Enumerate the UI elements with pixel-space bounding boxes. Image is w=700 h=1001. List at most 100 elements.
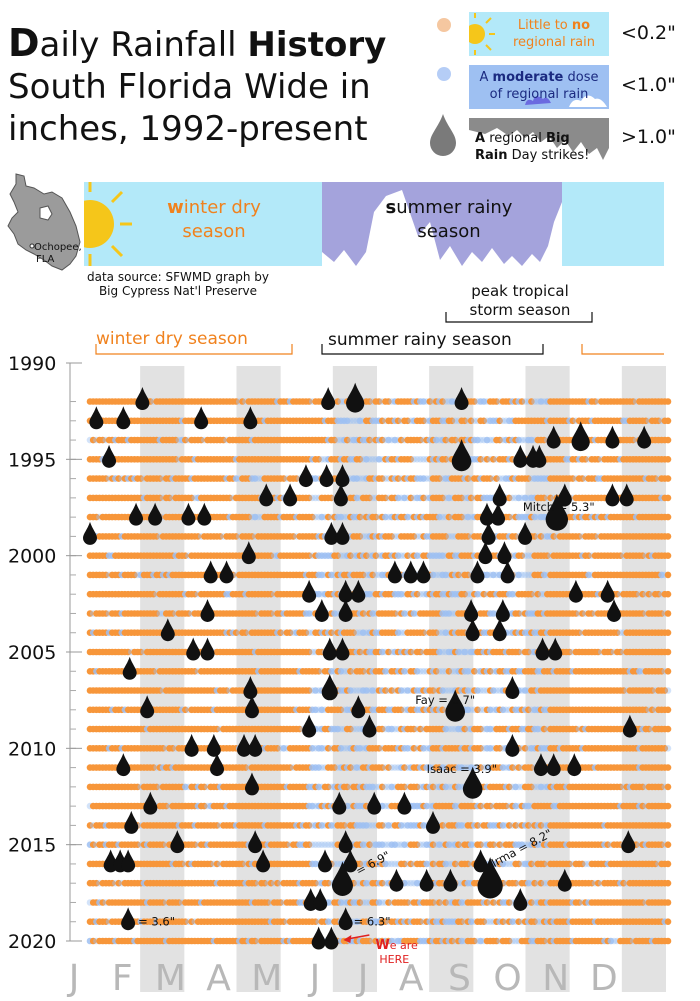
daily-rain-dot xyxy=(664,783,672,791)
daily-rain-dot xyxy=(309,745,316,752)
daily-rain-dot xyxy=(102,610,110,617)
daily-rain-dot xyxy=(274,745,281,752)
daily-rain-dot xyxy=(337,745,345,752)
daily-rain-dot xyxy=(134,783,141,791)
daily-rain-dot xyxy=(397,629,405,636)
daily-rain-dot xyxy=(525,802,532,810)
daily-rain-dot xyxy=(350,629,357,636)
legend-swatch-little: Little to no regional rain xyxy=(469,12,609,56)
daily-rain-dot xyxy=(474,822,481,829)
daily-rain-dot xyxy=(315,668,323,675)
daily-rain-dot xyxy=(328,822,335,829)
daily-rain-dot xyxy=(486,706,494,714)
daily-rain-dot xyxy=(156,610,164,617)
daily-rain-dot xyxy=(315,456,323,463)
data-source: data source: SFWMD graph by Big Cypress N… xyxy=(86,270,269,298)
daily-rain-dot xyxy=(639,610,646,617)
daily-rain-dot xyxy=(591,533,599,540)
daily-rain-dot xyxy=(486,745,494,752)
daily-rain-dot xyxy=(172,456,179,463)
year-row-2013 xyxy=(86,802,672,810)
daily-rain-dot xyxy=(359,610,367,617)
daily-rain-dot xyxy=(404,552,411,559)
daily-rain-dot xyxy=(582,456,589,463)
daily-rain-dot xyxy=(474,590,481,598)
daily-rain-dot xyxy=(413,552,421,559)
daily-rain-dot xyxy=(445,668,453,675)
daily-rain-dot xyxy=(315,764,323,771)
daily-rain-dot xyxy=(658,571,665,579)
daily-rain-dot xyxy=(188,494,195,502)
legend-dot-moderate xyxy=(437,67,451,81)
daily-rain-dot xyxy=(655,417,662,425)
daily-rain-dot xyxy=(442,398,450,405)
daily-rain-dot xyxy=(566,648,573,656)
daily-rain-dot xyxy=(617,552,624,559)
daily-rain-dot xyxy=(369,822,376,829)
daily-rain-dot xyxy=(404,745,411,752)
daily-rain-dot xyxy=(486,802,494,810)
daily-rain-dot xyxy=(448,668,456,675)
daily-rain-dot xyxy=(216,533,224,540)
daily-rain-dot xyxy=(579,610,586,617)
daily-rain-dot xyxy=(439,822,446,829)
daily-rain-dot xyxy=(191,590,199,598)
daily-rain-dot xyxy=(417,725,424,733)
daily-rain-dot xyxy=(397,552,405,559)
daily-rain-dot xyxy=(518,571,526,579)
daily-rain-dot xyxy=(505,494,513,502)
daily-rain-dot xyxy=(455,648,462,656)
legend-threshold-big: >1.0" xyxy=(621,126,676,148)
daily-rain-dot xyxy=(540,571,548,579)
daily-rain-dot xyxy=(356,475,364,482)
daily-rain-dot xyxy=(439,687,446,694)
chart-title: Daily Rainfall History South Florida Wid… xyxy=(8,22,418,150)
daily-rain-dot xyxy=(417,436,424,444)
year-row-2010 xyxy=(86,745,672,752)
daily-rain-dot xyxy=(439,513,446,521)
daily-rain-dot xyxy=(394,552,402,559)
daily-rain-dot xyxy=(664,648,672,656)
y-tick-label: 2020 xyxy=(8,931,56,953)
daily-rain-dot xyxy=(375,398,383,405)
daily-rain-dot xyxy=(353,725,361,733)
daily-rain-dot xyxy=(490,456,497,463)
daily-rain-dot xyxy=(413,668,421,675)
daily-rain-dot xyxy=(305,648,313,656)
daily-rain-dot xyxy=(153,610,160,617)
daily-rain-dot xyxy=(420,475,427,482)
daily-rain-dot xyxy=(509,494,516,502)
year-row-1996 xyxy=(86,475,672,482)
month-band-2 xyxy=(140,366,185,992)
daily-rain-dot xyxy=(445,783,453,791)
daily-rain-dot xyxy=(474,706,481,714)
daily-rain-dot xyxy=(477,706,484,714)
year-row-1998 xyxy=(86,513,672,521)
daily-rain-dot xyxy=(432,571,440,579)
daily-rain-dot xyxy=(267,552,275,559)
daily-rain-dot xyxy=(442,571,450,579)
daily-rain-dot xyxy=(159,745,167,752)
daily-rain-dot xyxy=(639,552,646,559)
daily-rain-dot xyxy=(461,417,469,425)
daily-rain-dot xyxy=(328,668,335,675)
daily-rain-dot xyxy=(445,725,453,733)
daily-rain-dot xyxy=(490,610,497,617)
daily-rain-dot xyxy=(283,841,291,848)
year-row-1993 xyxy=(86,417,672,425)
daily-rain-dot xyxy=(515,648,522,656)
daily-rain-dot xyxy=(464,706,472,714)
daily-rain-dot xyxy=(417,456,424,463)
daily-rain-dot xyxy=(102,571,110,579)
daily-rain-dot xyxy=(588,610,596,617)
daily-rain-dot xyxy=(172,436,179,444)
daily-rain-dot xyxy=(591,398,599,405)
daily-rain-dot xyxy=(89,436,97,444)
daily-rain-dot xyxy=(401,668,408,675)
legend-threshold-moderate: <1.0" xyxy=(621,74,676,96)
daily-rain-dot xyxy=(477,687,484,694)
daily-rain-dot xyxy=(353,629,361,636)
daily-rain-dot xyxy=(496,745,504,752)
daily-rain-dot xyxy=(528,398,535,405)
daily-rain-dot xyxy=(315,783,323,791)
